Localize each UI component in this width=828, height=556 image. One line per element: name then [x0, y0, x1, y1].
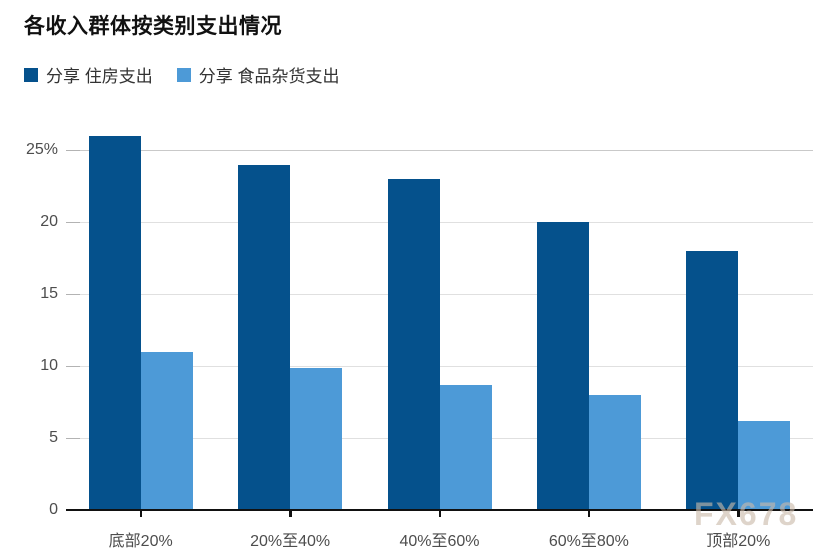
- y-axis-label: 10: [40, 357, 58, 375]
- x-axis-category-label: 20%至40%: [250, 533, 331, 550]
- bar-groceries[interactable]: [588, 394, 641, 510]
- y-axis-tick: [66, 222, 80, 224]
- bar-groceries[interactable]: [738, 420, 791, 510]
- bar-groceries[interactable]: [290, 367, 343, 510]
- x-axis-tick: [587, 511, 591, 517]
- y-axis-label: 20: [40, 213, 58, 231]
- bar-groceries[interactable]: [140, 351, 193, 510]
- bar-housing[interactable]: [88, 135, 141, 510]
- bar-housing[interactable]: [238, 164, 291, 510]
- chart-legend: 分享 住房支出 分享 食品杂货支出: [24, 62, 339, 87]
- x-axis-tick: [289, 511, 292, 517]
- x-axis-tick: [438, 511, 441, 517]
- legend-label-housing: 分享 住房支出: [46, 67, 153, 86]
- x-axis-category-label: 60%至80%: [548, 533, 629, 550]
- legend-swatch-housing-icon: [24, 67, 38, 82]
- x-axis-line: [66, 509, 813, 511]
- x-axis-category-label: 顶部20%: [706, 533, 771, 550]
- legend-item-housing: 分享 住房支出: [24, 62, 153, 87]
- bar-housing[interactable]: [536, 222, 589, 510]
- x-axis-tick: [737, 511, 740, 517]
- y-axis-tick: [66, 294, 80, 296]
- gridline: [80, 294, 813, 296]
- bar-housing[interactable]: [387, 178, 440, 510]
- gridline: [80, 150, 813, 152]
- y-axis-label: 25%: [25, 141, 58, 159]
- x-axis-tick: [139, 511, 143, 517]
- legend-item-groceries: 分享 食品杂货支出: [176, 62, 340, 87]
- legend-label-groceries: 分享 食品杂货支出: [198, 67, 340, 86]
- bar-housing[interactable]: [686, 250, 739, 510]
- y-axis-tick: [66, 438, 80, 440]
- chart-title: 各收入群体按类别支出情况: [24, 15, 282, 38]
- y-axis-label: 0: [49, 501, 58, 518]
- y-axis-tick: [66, 366, 80, 368]
- legend-swatch-groceries-icon: [176, 67, 191, 82]
- y-axis-label: 15: [40, 285, 58, 303]
- bar-groceries[interactable]: [439, 384, 492, 510]
- y-axis-tick: [66, 150, 80, 152]
- gridline: [80, 366, 813, 368]
- gridline: [80, 222, 813, 224]
- x-axis-category-label: 40%至60%: [399, 533, 480, 550]
- y-axis-label: 5: [49, 429, 58, 447]
- x-axis-category-label: 底部20%: [108, 533, 173, 550]
